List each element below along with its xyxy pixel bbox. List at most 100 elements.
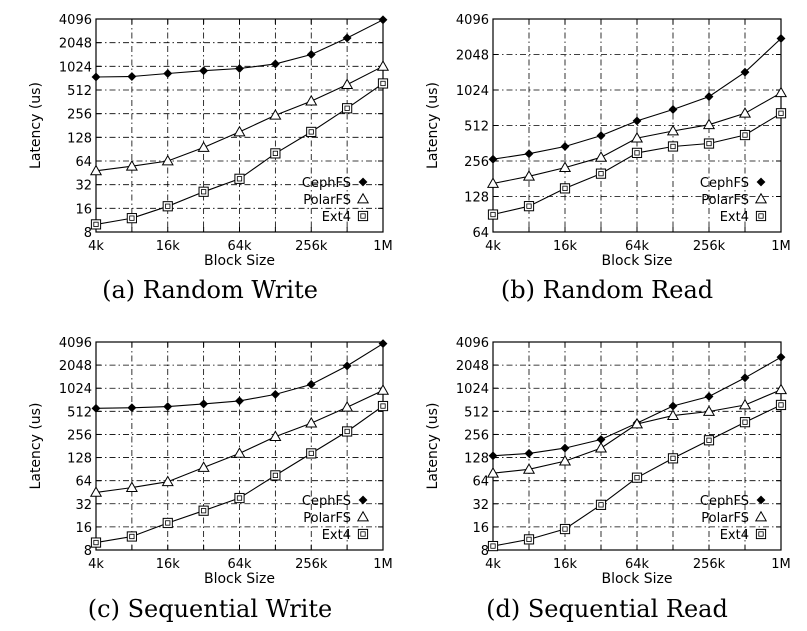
data-point-ext4 (595, 168, 607, 179)
y-axis-label: Latency (us) (28, 82, 44, 169)
data-point-polarfs (89, 164, 103, 176)
data-point-cephfs (199, 66, 209, 76)
data-point-ext4 (234, 173, 245, 184)
legend: CephFS PolarFS Ext4 (700, 176, 768, 225)
data-point-ext4 (90, 537, 102, 548)
data-point-ext4 (377, 78, 389, 89)
data-point-cephfs (488, 451, 498, 461)
x-axis-label: Block Size (204, 571, 275, 587)
legend-label-ext4: Ext4 (322, 210, 351, 225)
x-tick-label: 64k (625, 557, 650, 572)
y-tick-label: 32 (472, 498, 489, 513)
data-point-polarfs (630, 131, 644, 143)
data-point-polarfs (486, 467, 500, 478)
x-tick-label: 16k (553, 557, 578, 572)
data-point-polarfs (558, 454, 572, 466)
data-point-cephfs (560, 443, 570, 453)
data-point-ext4 (523, 534, 535, 545)
series-line-polarfs (492, 389, 782, 474)
data-point-cephfs (306, 379, 316, 389)
legend-label-polarfs: PolarFS (303, 511, 351, 526)
data-point-cephfs (306, 50, 316, 59)
y-tick-label: 2048 (456, 49, 489, 64)
y-tick-label: 1024 (456, 84, 489, 99)
y-tick-label: 2048 (456, 359, 489, 374)
data-point-polarfs (486, 177, 500, 188)
data-point-cephfs (704, 92, 714, 102)
legend-marker-cephfs (358, 177, 368, 187)
legend-label-polarfs: PolarFS (303, 193, 351, 208)
data-point-cephfs (776, 34, 786, 43)
legend-marker-cephfs (756, 177, 766, 187)
legend-marker-ext4 (357, 528, 369, 540)
panel-caption: (c) Sequential Write (88, 595, 332, 623)
data-point-polarfs (125, 159, 138, 171)
x-tick-label: 64k (227, 239, 252, 254)
x-tick-label: 1M (373, 239, 393, 254)
data-point-cephfs (127, 403, 137, 413)
data-point-polarfs (666, 409, 680, 421)
x-tick-label: 16k (553, 239, 578, 254)
data-point-cephfs (668, 105, 678, 114)
x-tick-label: 256k (693, 239, 726, 254)
y-tick-label: 4096 (59, 336, 92, 351)
legend-label-ext4: Ext4 (720, 528, 749, 543)
data-point-cephfs (740, 373, 750, 383)
data-point-ext4 (631, 147, 643, 158)
data-point-ext4 (126, 531, 137, 542)
chart-panel-2: 64 128 256 512 1024 2048 4096 4k 16k 64k 256k 1M Blo… (425, 13, 791, 304)
data-point-cephfs (524, 448, 534, 458)
x-tick-label: 1M (771, 239, 791, 254)
x-tick-label: 4k (485, 557, 501, 572)
x-tick-label: 16k (156, 239, 181, 254)
data-point-ext4 (162, 201, 173, 212)
data-point-ext4 (703, 138, 715, 149)
data-point-cephfs (560, 142, 570, 151)
data-point-ext4 (703, 435, 715, 446)
y-tick-label: 32 (75, 179, 92, 194)
data-point-polarfs (702, 405, 716, 416)
y-tick-label: 32 (75, 498, 92, 513)
data-point-cephfs (235, 64, 244, 73)
data-point-polarfs (774, 86, 788, 98)
legend-label-polarfs: PolarFS (701, 193, 749, 208)
data-point-cephfs (632, 116, 642, 126)
y-tick-label: 256 (464, 155, 489, 170)
data-point-cephfs (378, 15, 388, 25)
data-point-ext4 (342, 103, 353, 114)
data-point-ext4 (342, 426, 353, 437)
data-point-cephfs (163, 69, 173, 78)
y-axis-label: Latency (us) (425, 82, 441, 169)
y-tick-label: 4096 (456, 336, 489, 351)
legend-marker-polarfs (754, 192, 768, 204)
data-point-cephfs (668, 401, 678, 411)
data-point-ext4 (198, 186, 209, 197)
data-point-ext4 (523, 201, 535, 212)
data-point-ext4 (90, 219, 102, 230)
x-tick-label: 256k (295, 557, 328, 572)
data-point-ext4 (559, 183, 571, 194)
data-point-ext4 (739, 417, 751, 428)
x-tick-label: 1M (373, 557, 393, 572)
y-tick-label: 8 (84, 226, 92, 241)
data-point-ext4 (487, 540, 499, 552)
data-point-ext4 (559, 523, 571, 535)
data-point-cephfs (342, 33, 352, 43)
data-point-polarfs (233, 125, 246, 137)
panel-caption: (d) Sequential Read (486, 595, 728, 623)
legend-label-ext4: Ext4 (322, 528, 351, 543)
y-tick-label: 1024 (59, 382, 92, 397)
data-point-polarfs (738, 398, 752, 410)
data-point-polarfs (630, 417, 644, 429)
chart-panel-3: 8 16 32 64 128 256 512 1024 2048 4096 4k 16k 64k 256k… (28, 336, 393, 623)
data-point-polarfs (376, 384, 390, 395)
data-point-polarfs (197, 141, 210, 152)
y-tick-label: 16 (472, 521, 489, 536)
data-point-cephfs (740, 67, 750, 77)
data-point-polarfs (125, 481, 138, 492)
legend-marker-polarfs (356, 192, 370, 204)
legend-label-polarfs: PolarFS (701, 511, 749, 526)
data-point-ext4 (667, 453, 679, 464)
y-tick-label: 4096 (456, 13, 489, 28)
